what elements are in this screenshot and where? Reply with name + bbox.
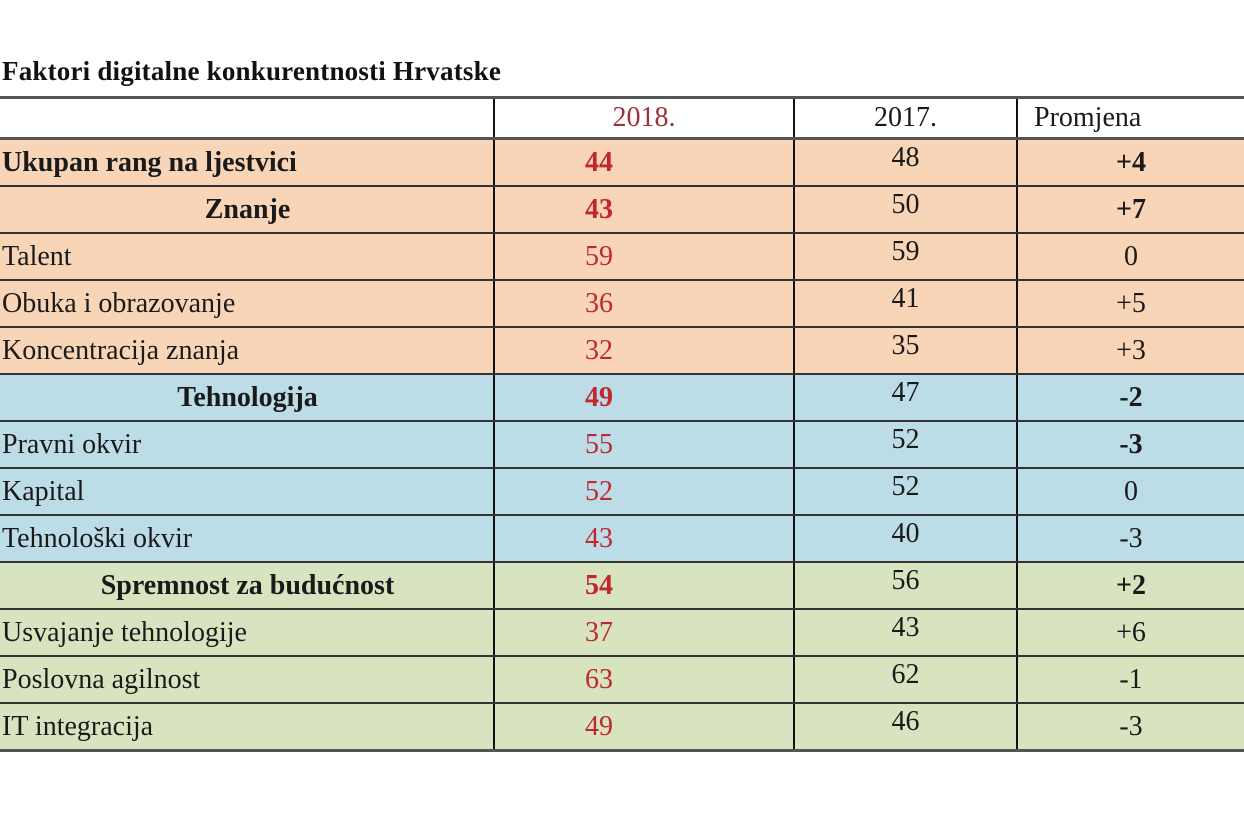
table-row: IT integracija 49 46 -3 xyxy=(0,703,1244,752)
header-change: Promjena xyxy=(1017,97,1244,140)
row-label: Obuka i obrazovanje xyxy=(0,280,495,328)
table-row-category: Znanje 43 50 +7 xyxy=(0,186,1244,234)
value-2017: 62 xyxy=(794,656,1018,704)
value-2017: 40 xyxy=(794,515,1018,563)
row-label: Tehnološki okvir xyxy=(0,515,495,563)
value-2017: 48 xyxy=(794,138,1018,187)
table-row: Tehnološki okvir 43 40 -3 xyxy=(0,515,1244,563)
table-title: Faktori digitalne konkurentnosti Hrvatsk… xyxy=(2,56,501,86)
row-label: Spremnost za budućnost xyxy=(0,562,495,610)
competitiveness-table: 2018. 2017. Promjena Ukupan rang na ljes… xyxy=(0,96,1244,752)
row-label: Talent xyxy=(0,233,495,281)
value-change: -3 xyxy=(1017,703,1244,752)
row-label: Kapital xyxy=(0,468,495,516)
row-label: Ukupan rang na ljestvici xyxy=(0,138,495,187)
value-change: +7 xyxy=(1017,186,1244,234)
value-2018: 49 xyxy=(494,703,795,752)
row-label: Pravni okvir xyxy=(0,421,495,469)
value-2018: 54 xyxy=(494,562,795,610)
value-2017: 41 xyxy=(794,280,1018,328)
value-2017: 59 xyxy=(794,233,1018,281)
table-row: Poslovna agilnost 63 62 -1 xyxy=(0,656,1244,704)
value-2018: 36 xyxy=(494,280,795,328)
value-2018: 43 xyxy=(494,186,795,234)
value-2018: 32 xyxy=(494,327,795,375)
table-row: Kapital 52 52 0 xyxy=(0,468,1244,516)
value-2018: 55 xyxy=(494,421,795,469)
value-2018: 44 xyxy=(494,138,795,187)
header-label xyxy=(0,97,495,140)
value-2017: 52 xyxy=(794,468,1018,516)
value-change: -3 xyxy=(1017,515,1244,563)
value-2018: 37 xyxy=(494,609,795,657)
value-2018: 52 xyxy=(494,468,795,516)
value-change: +4 xyxy=(1017,138,1244,187)
table-row: Obuka i obrazovanje 36 41 +5 xyxy=(0,280,1244,328)
value-2017: 43 xyxy=(794,609,1018,657)
table-row: Koncentracija znanja 32 35 +3 xyxy=(0,327,1244,375)
table-row: Usvajanje tehnologije 37 43 +6 xyxy=(0,609,1244,657)
row-label: Usvajanje tehnologije xyxy=(0,609,495,657)
row-label: Poslovna agilnost xyxy=(0,656,495,704)
value-change: -1 xyxy=(1017,656,1244,704)
value-change: +3 xyxy=(1017,327,1244,375)
row-label: Koncentracija znanja xyxy=(0,327,495,375)
value-change: 0 xyxy=(1017,468,1244,516)
value-2017: 50 xyxy=(794,186,1018,234)
table-row-category: Spremnost za budućnost 54 56 +2 xyxy=(0,562,1244,610)
header-row: 2018. 2017. Promjena xyxy=(0,97,1244,140)
table-row-total: Ukupan rang na ljestvici 44 48 +4 xyxy=(0,138,1244,187)
value-2017: 46 xyxy=(794,703,1018,752)
value-2017: 52 xyxy=(794,421,1018,469)
value-2018: 49 xyxy=(494,374,795,422)
row-label: IT integracija xyxy=(0,703,495,752)
value-2018: 59 xyxy=(494,233,795,281)
value-change: +2 xyxy=(1017,562,1244,610)
table-row: Talent 59 59 0 xyxy=(0,233,1244,281)
value-2017: 35 xyxy=(794,327,1018,375)
value-change: -2 xyxy=(1017,374,1244,422)
row-label: Znanje xyxy=(0,186,495,234)
row-label: Tehnologija xyxy=(0,374,495,422)
value-2017: 56 xyxy=(794,562,1018,610)
value-2018: 63 xyxy=(494,656,795,704)
table-row-category: Tehnologija 49 47 -2 xyxy=(0,374,1244,422)
value-change: +5 xyxy=(1017,280,1244,328)
value-change: -3 xyxy=(1017,421,1244,469)
value-2018: 43 xyxy=(494,515,795,563)
header-2017: 2017. xyxy=(794,97,1018,140)
value-change: +6 xyxy=(1017,609,1244,657)
header-2018: 2018. xyxy=(494,97,795,140)
table-row: Pravni okvir 55 52 -3 xyxy=(0,421,1244,469)
value-change: 0 xyxy=(1017,233,1244,281)
value-2017: 47 xyxy=(794,374,1018,422)
